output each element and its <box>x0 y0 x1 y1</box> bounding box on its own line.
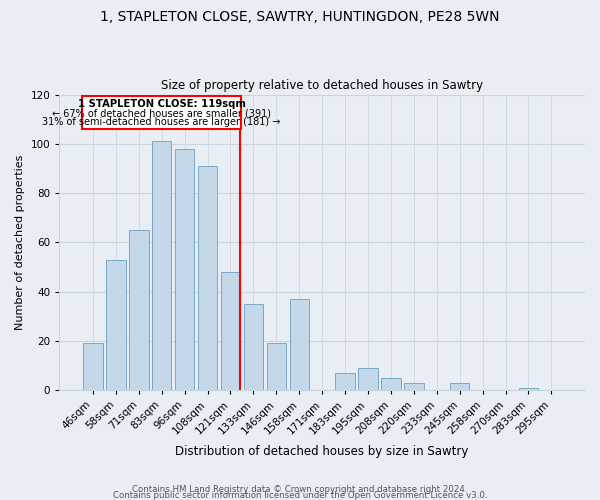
Bar <box>221 272 240 390</box>
Y-axis label: Number of detached properties: Number of detached properties <box>15 154 25 330</box>
Text: 1, STAPLETON CLOSE, SAWTRY, HUNTINGDON, PE28 5WN: 1, STAPLETON CLOSE, SAWTRY, HUNTINGDON, … <box>100 10 500 24</box>
Text: Contains HM Land Registry data © Crown copyright and database right 2024.: Contains HM Land Registry data © Crown c… <box>132 484 468 494</box>
Bar <box>404 383 424 390</box>
Bar <box>82 96 241 129</box>
Bar <box>358 368 378 390</box>
Bar <box>152 142 172 390</box>
Bar <box>83 344 103 390</box>
Text: ← 67% of detached houses are smaller (391): ← 67% of detached houses are smaller (39… <box>52 108 271 118</box>
Text: 1 STAPLETON CLOSE: 119sqm: 1 STAPLETON CLOSE: 119sqm <box>78 100 245 110</box>
Bar <box>290 299 309 390</box>
Bar <box>175 149 194 390</box>
Bar <box>335 373 355 390</box>
X-axis label: Distribution of detached houses by size in Sawtry: Distribution of detached houses by size … <box>175 444 469 458</box>
Bar <box>381 378 401 390</box>
Bar <box>266 344 286 390</box>
Bar <box>450 383 469 390</box>
Bar <box>198 166 217 390</box>
Title: Size of property relative to detached houses in Sawtry: Size of property relative to detached ho… <box>161 79 483 92</box>
Bar <box>106 260 125 390</box>
Bar <box>519 388 538 390</box>
Text: 31% of semi-detached houses are larger (181) →: 31% of semi-detached houses are larger (… <box>43 116 281 126</box>
Text: Contains public sector information licensed under the Open Government Licence v3: Contains public sector information licen… <box>113 490 487 500</box>
Bar <box>244 304 263 390</box>
Bar <box>129 230 149 390</box>
